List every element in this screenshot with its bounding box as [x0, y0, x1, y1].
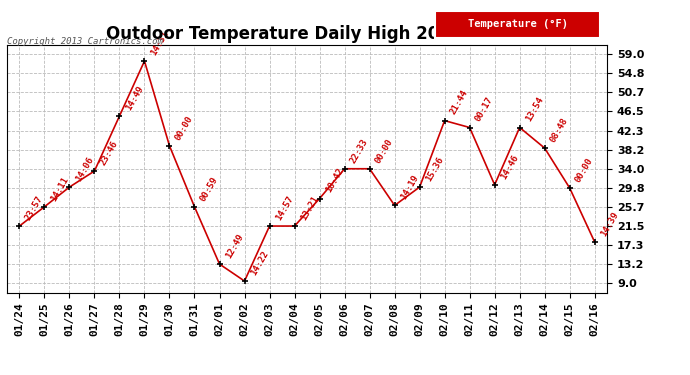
- Text: 08:48: 08:48: [549, 116, 570, 144]
- Text: 14:39: 14:39: [599, 210, 620, 238]
- Text: 13:54: 13:54: [524, 96, 545, 123]
- Text: 14:06: 14:06: [74, 155, 95, 183]
- Text: 14:46: 14:46: [499, 153, 520, 181]
- Text: 14:31: 14:31: [148, 29, 170, 57]
- Text: 00:59: 00:59: [199, 175, 220, 202]
- Text: 23:46: 23:46: [99, 139, 120, 167]
- Text: 14:57: 14:57: [274, 194, 295, 222]
- Text: 14:22: 14:22: [248, 249, 270, 277]
- Text: 12:49: 12:49: [224, 232, 245, 260]
- Text: 14:49: 14:49: [124, 84, 145, 112]
- Text: Temperature (°F): Temperature (°F): [468, 20, 567, 29]
- Text: 18:42: 18:42: [324, 166, 345, 194]
- Title: Outdoor Temperature Daily High 20130217: Outdoor Temperature Daily High 20130217: [106, 26, 509, 44]
- Text: 00:00: 00:00: [574, 156, 595, 184]
- Text: 22:33: 22:33: [348, 137, 370, 165]
- Text: Copyright 2013 Cartronics.com: Copyright 2013 Cartronics.com: [7, 38, 163, 46]
- Text: 23:57: 23:57: [23, 194, 45, 222]
- Text: 14:11: 14:11: [48, 175, 70, 202]
- Text: 00:17: 00:17: [474, 96, 495, 123]
- Text: 15:36: 15:36: [424, 155, 445, 183]
- Text: 00:00: 00:00: [174, 114, 195, 142]
- Text: 13:21: 13:21: [299, 194, 320, 222]
- Text: 21:44: 21:44: [448, 88, 470, 117]
- Text: 14:19: 14:19: [399, 174, 420, 201]
- Text: 00:00: 00:00: [374, 137, 395, 165]
